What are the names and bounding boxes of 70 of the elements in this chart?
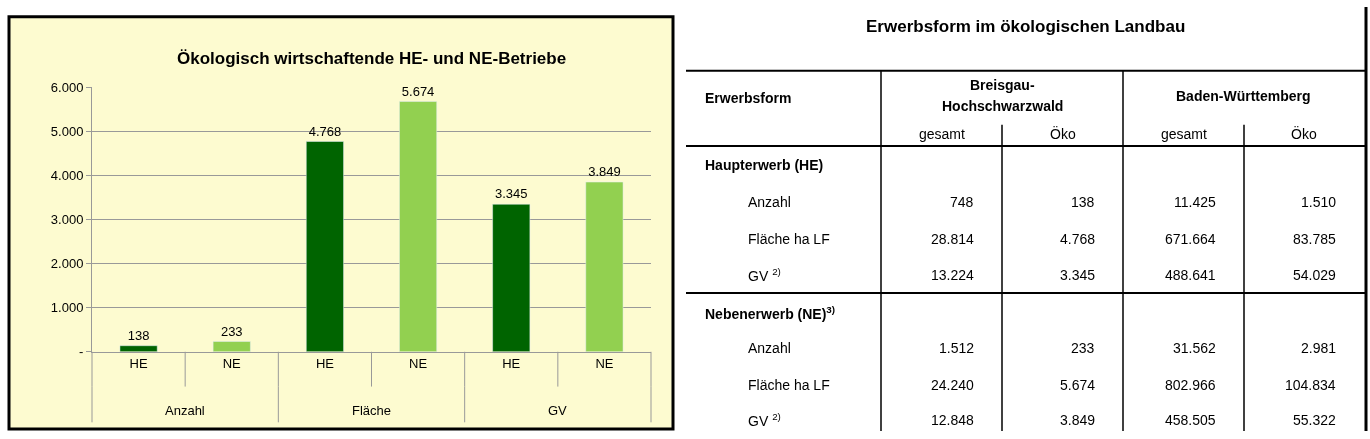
text: Fläche [352, 403, 392, 418]
bar [306, 141, 344, 352]
text: 671.664 [1165, 231, 1216, 247]
text: Baden-Württemberg [1176, 88, 1311, 104]
bar [399, 101, 437, 352]
text: 104.834 [1285, 377, 1336, 393]
text: Erwerbsform [705, 90, 792, 106]
text: 233 [1071, 340, 1095, 356]
category-label: gesamt [1161, 126, 1208, 142]
category-label: Nebenerwerb (NE)$^{3)}$ [705, 304, 836, 322]
text: Breisgau- [970, 77, 1035, 93]
data-label: 233 [220, 323, 243, 339]
y-tick-label: 3.000 [50, 212, 84, 228]
x-tick-label: NE [409, 356, 428, 372]
text: Hochschwarzwald [942, 98, 1064, 114]
category-label: GV $^{2)}$ [748, 411, 781, 429]
category-label: Öko [1291, 125, 1317, 142]
text: 12.848 [931, 412, 974, 428]
category-label: Anzahl [748, 194, 791, 210]
x-tick-label: HE [315, 356, 335, 372]
category-label: Fläche ha LF [748, 377, 830, 393]
data-label: 3.849 [588, 164, 621, 180]
text: 83.785 [1293, 231, 1336, 247]
text: 138 [1071, 194, 1095, 210]
y-tick-label: - [79, 344, 84, 360]
text: 1.512 [939, 340, 975, 356]
y-tick-label: 4.000 [50, 167, 84, 183]
text: 31.562 [1173, 340, 1216, 356]
text: 11.425 [1174, 194, 1216, 210]
text: 4.768 [1060, 231, 1096, 247]
category-label: gesamt [919, 126, 966, 142]
data-label: 3.345 [494, 186, 528, 202]
text: 748 [950, 194, 974, 210]
category-label: Fläche ha LF [748, 231, 830, 247]
text: 54.029 [1293, 267, 1336, 283]
y-tick-label: 5.000 [50, 123, 84, 139]
data-label: 4.768 [308, 123, 342, 139]
chart-title: Ökologisch wirtschaftende HE- und NE-Betriebe [177, 49, 567, 68]
x-tick-label: HE [502, 356, 521, 372]
data-label: 5.674 [401, 83, 435, 99]
x-tick-label: NE [595, 356, 614, 372]
y-tick-label: 2.000 [50, 256, 84, 272]
text: 24.240 [931, 377, 974, 393]
bar [119, 345, 158, 352]
category-label: Haupterwerb (HE) [705, 157, 824, 173]
category-label: GV $^{2)}$ [748, 266, 781, 284]
text: 3.345 [1060, 267, 1096, 283]
text: GV [548, 403, 568, 418]
text: 1.510 [1301, 194, 1337, 210]
x-tick-label: HE [129, 356, 148, 372]
text: 802.966 [1165, 377, 1216, 393]
y-tick-label: 1.000 [50, 300, 84, 316]
y-tick-label: 6.000 [50, 79, 84, 95]
text: 2.981 [1301, 340, 1337, 356]
category-label: Öko [1050, 125, 1076, 142]
bar [585, 181, 624, 352]
bar [492, 204, 531, 352]
text: 3.849 [1060, 412, 1096, 428]
text: 458.505 [1165, 412, 1216, 428]
x-tick-label: NE [222, 356, 242, 372]
text: Anzahl [165, 403, 205, 418]
text: 55.322 [1293, 412, 1336, 428]
bar [212, 341, 251, 352]
text: 5.674 [1060, 377, 1096, 393]
text: 488.641 [1165, 267, 1216, 283]
category-label: Anzahl [748, 340, 791, 356]
text: 28.814 [931, 231, 974, 247]
text: Erwerbsform im ökologischen Landbau [866, 17, 1186, 36]
data-label: 138 [127, 327, 150, 343]
text: 13.224 [931, 267, 974, 283]
